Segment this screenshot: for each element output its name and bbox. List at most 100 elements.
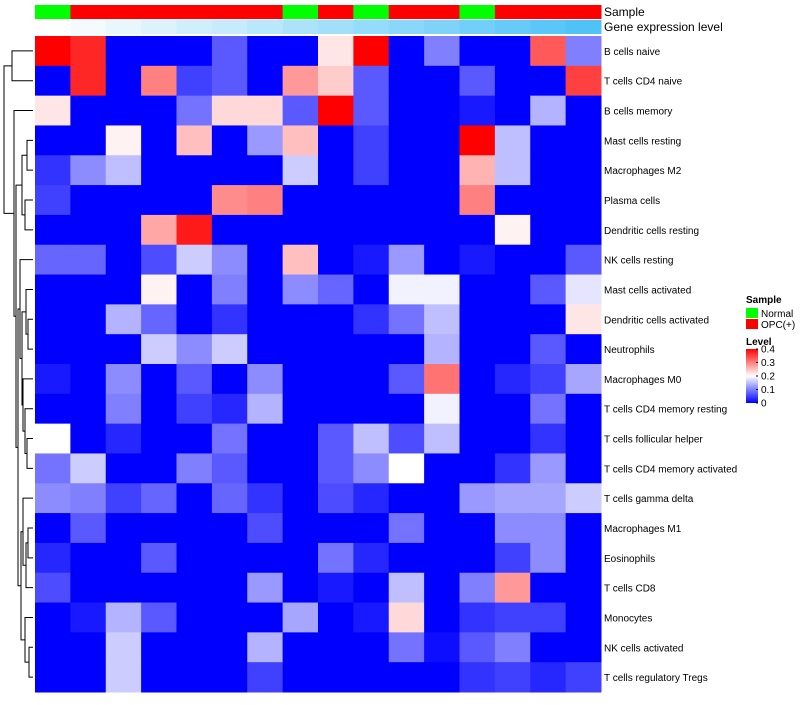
heatmap-cell (424, 542, 460, 574)
heatmap-cell (530, 274, 567, 305)
row-label: Macrophages M1 (604, 524, 682, 535)
heatmap-cell (353, 244, 390, 276)
heatmap-cell (141, 304, 177, 335)
heatmap-cell (35, 36, 71, 67)
heatmap-cell (141, 483, 177, 514)
heatmap-cell (530, 423, 567, 454)
heatmap-cell (211, 185, 248, 216)
sample-annotation-cell (247, 5, 284, 19)
row-label: Macrophages M2 (604, 166, 682, 177)
heatmap-cell (494, 483, 531, 514)
heatmap-cell (176, 602, 213, 633)
row-label: B cells memory (604, 107, 672, 118)
dendrogram-branch (27, 318, 33, 350)
heatmap-cell (247, 274, 284, 305)
heatmap-cell (282, 393, 319, 425)
heatmap-cell (176, 185, 213, 216)
heatmap-cell (530, 602, 567, 633)
row-label: T cells regulatory Tregs (604, 673, 708, 684)
heatmap-cell (70, 214, 107, 246)
heatmap-cell (211, 36, 248, 67)
heatmap-cell (35, 304, 71, 335)
sample-annotation-cell (105, 5, 142, 19)
heatmap-cell (282, 602, 319, 633)
dendrogram-branch (24, 199, 33, 231)
heatmap-cell (141, 572, 177, 604)
heatmap-cell (176, 542, 213, 574)
heatmap-cell (211, 423, 248, 454)
heatmap-cell (141, 155, 177, 186)
heatmap-cell (211, 513, 248, 544)
heatmap-cell (565, 572, 602, 604)
heatmap-cell (176, 214, 213, 246)
heatmap-cell (494, 65, 531, 97)
heatmap-cell (247, 304, 284, 335)
sample-legend-title: Sample (746, 295, 782, 306)
heatmap-cell (105, 95, 142, 126)
heatmap-cell (530, 572, 567, 604)
heatmap-cell (530, 36, 567, 67)
row-label: NK cells resting (604, 256, 673, 267)
heatmap-cell (353, 572, 390, 604)
annotation-label-expression: Gene expression level (604, 20, 723, 34)
heatmap-cell (247, 334, 284, 365)
row-label: T cells gamma delta (604, 494, 694, 505)
heatmap-cell (565, 65, 602, 97)
heatmap-cell (70, 65, 107, 97)
heatmap-cell (459, 65, 496, 97)
heatmap-cell (70, 304, 107, 335)
heatmap-cell (494, 453, 531, 484)
heatmap-cell (176, 125, 213, 156)
heatmap-cell (70, 542, 107, 574)
heatmap-cell (424, 602, 460, 633)
heatmap-cell (282, 155, 319, 186)
heatmap-cell (353, 214, 390, 246)
heatmap-cell (247, 662, 284, 693)
heatmap-cell (70, 572, 107, 604)
heatmap-cell (388, 214, 425, 246)
heatmap-cell (35, 662, 71, 693)
heatmap-cell (141, 334, 177, 365)
heatmap-cell (388, 453, 425, 484)
heatmap-cell (282, 304, 319, 335)
heatmap-cell (35, 185, 71, 216)
dendrogram-branch (24, 408, 33, 454)
heatmap-cell (282, 185, 319, 216)
heatmap-cell (565, 125, 602, 156)
heatmap-cell (318, 632, 354, 663)
heatmap-cell (318, 572, 354, 604)
heatmap-cell (494, 274, 531, 305)
sample-annotation-cell (565, 5, 602, 19)
heatmap-cell (141, 95, 177, 126)
heatmap-cell (353, 423, 390, 454)
expression-annotation-cell (105, 20, 142, 34)
heatmap-cell (70, 513, 107, 544)
heatmap-cell (353, 334, 390, 365)
heatmap-cell (459, 304, 496, 335)
heatmap-cell (388, 304, 425, 335)
legend-swatch-opc (746, 319, 758, 329)
heatmap-cell (247, 423, 284, 454)
heatmap-cell (494, 95, 531, 126)
heatmap-cell (530, 364, 567, 395)
heatmap-cell (35, 542, 71, 574)
heatmap-cell (211, 572, 248, 604)
heatmap-cell (105, 244, 142, 276)
heatmap-cell (318, 453, 354, 484)
dendrogram-branch (28, 646, 33, 678)
heatmap-cell (530, 513, 567, 544)
heatmap-cell (141, 214, 177, 246)
heatmap-cell (565, 632, 602, 663)
heatmap-cell (70, 185, 107, 216)
heatmap-cell (247, 513, 284, 544)
heatmap-cell (494, 304, 531, 335)
heatmap-cell (176, 632, 213, 663)
heatmap-cell (494, 632, 531, 663)
heatmap-cell (35, 423, 71, 454)
heatmap-cell (318, 513, 354, 544)
heatmap-cell (424, 214, 460, 246)
heatmap-cell (70, 155, 107, 186)
heatmap-cell (530, 185, 567, 216)
expression-annotation-cell (530, 20, 567, 34)
heatmap-cell (282, 274, 319, 305)
